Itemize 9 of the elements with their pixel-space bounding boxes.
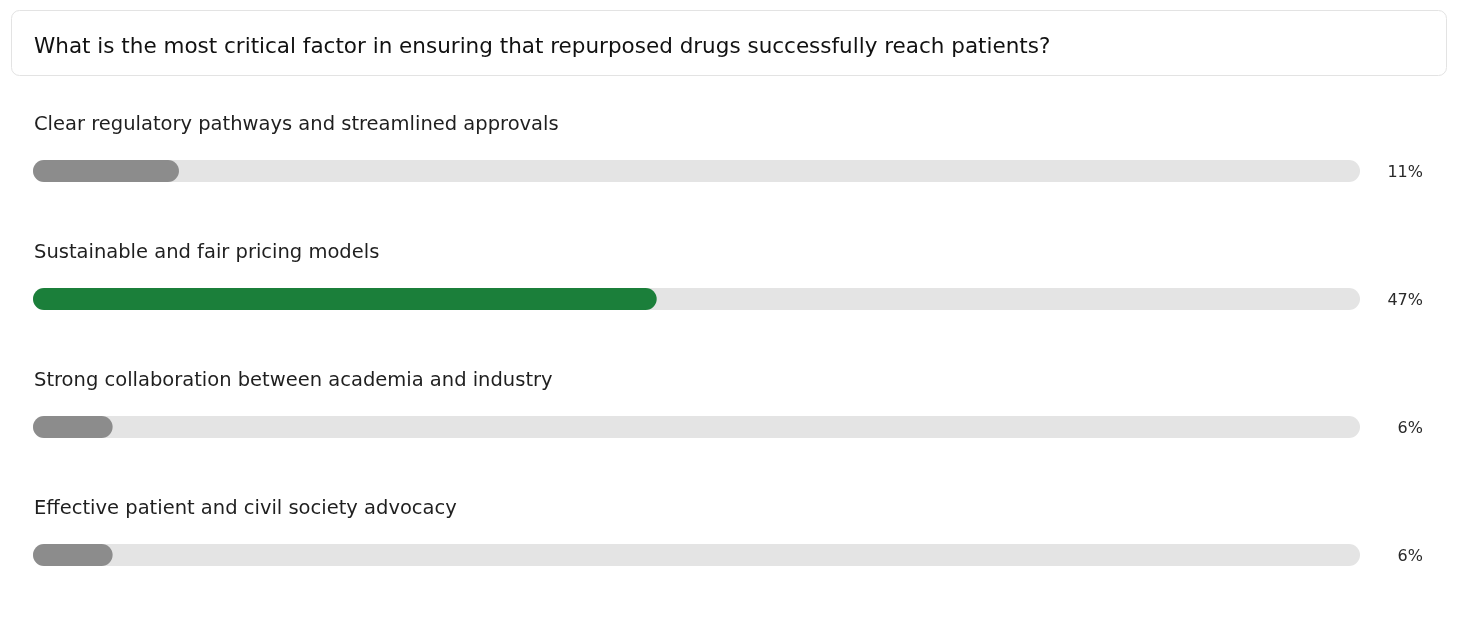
data-label: 47% <box>1387 290 1423 309</box>
y-tick-label: Clear regulatory pathways and streamlined approvals <box>34 112 559 135</box>
y-tick-label: Effective patient and civil society advocacy <box>34 496 457 519</box>
data-label: 11% <box>1387 162 1423 181</box>
data-label: 6% <box>1397 546 1423 565</box>
data-label: 6% <box>1397 418 1423 437</box>
chart-title: What is the most critical factor in ensuring that repurposed drugs successfully reach patients? <box>34 33 1051 58</box>
y-tick-label: Sustainable and fair pricing models <box>34 240 380 263</box>
y-tick-label: Strong collaboration between academia and industry <box>34 368 553 391</box>
